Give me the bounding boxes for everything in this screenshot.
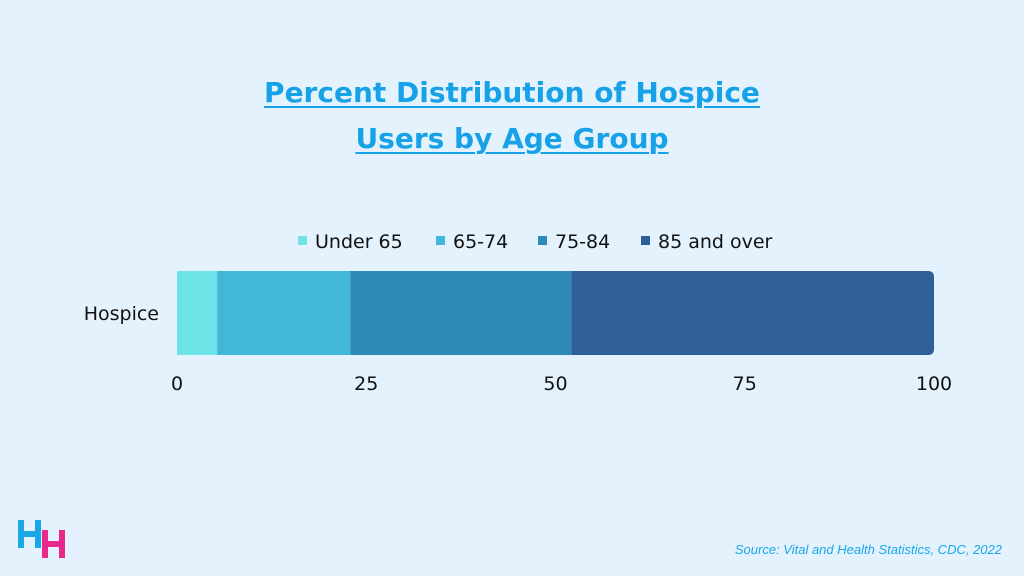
x-tick-label-2: 50 bbox=[543, 373, 567, 395]
x-axis-ticks: 0 25 50 75 100 bbox=[171, 373, 952, 395]
title-line-2: Users by Age Group bbox=[355, 122, 669, 155]
legend-swatch-3 bbox=[641, 236, 650, 245]
source-note: Source: Vital and Health Statistics, CDC… bbox=[734, 542, 1002, 557]
bar-segment-1 bbox=[217, 271, 351, 355]
logo-h-blue bbox=[18, 520, 41, 548]
logo-h-pink bbox=[42, 530, 65, 558]
legend-label-3: 85 and over bbox=[658, 231, 773, 253]
legend-label-0: Under 65 bbox=[315, 231, 403, 253]
category-labels: Hospice bbox=[84, 303, 159, 325]
chart-title: Percent Distribution of Hospice Users by… bbox=[0, 70, 1024, 162]
bars bbox=[177, 271, 934, 355]
hh-logo-icon bbox=[18, 520, 65, 558]
bar-segment-2 bbox=[350, 271, 572, 355]
x-tick-label-3: 75 bbox=[733, 373, 757, 395]
legend-label-1: 65-74 bbox=[453, 231, 508, 253]
bar-segment-0 bbox=[177, 271, 218, 355]
category-label-0: Hospice bbox=[84, 303, 159, 325]
x-tick-label-0: 0 bbox=[171, 373, 183, 395]
x-tick-label-4: 100 bbox=[916, 373, 952, 395]
x-tick-label-1: 25 bbox=[354, 373, 378, 395]
bar-segment-3 bbox=[571, 271, 934, 355]
legend-swatch-1 bbox=[436, 236, 445, 245]
legend-swatch-2 bbox=[538, 236, 547, 245]
legend-swatch-0 bbox=[298, 236, 307, 245]
title-line-1: Percent Distribution of Hospice bbox=[264, 76, 760, 109]
legend: Under 65 65-74 75-84 85 and over bbox=[298, 231, 773, 253]
legend-label-2: 75-84 bbox=[555, 231, 610, 253]
